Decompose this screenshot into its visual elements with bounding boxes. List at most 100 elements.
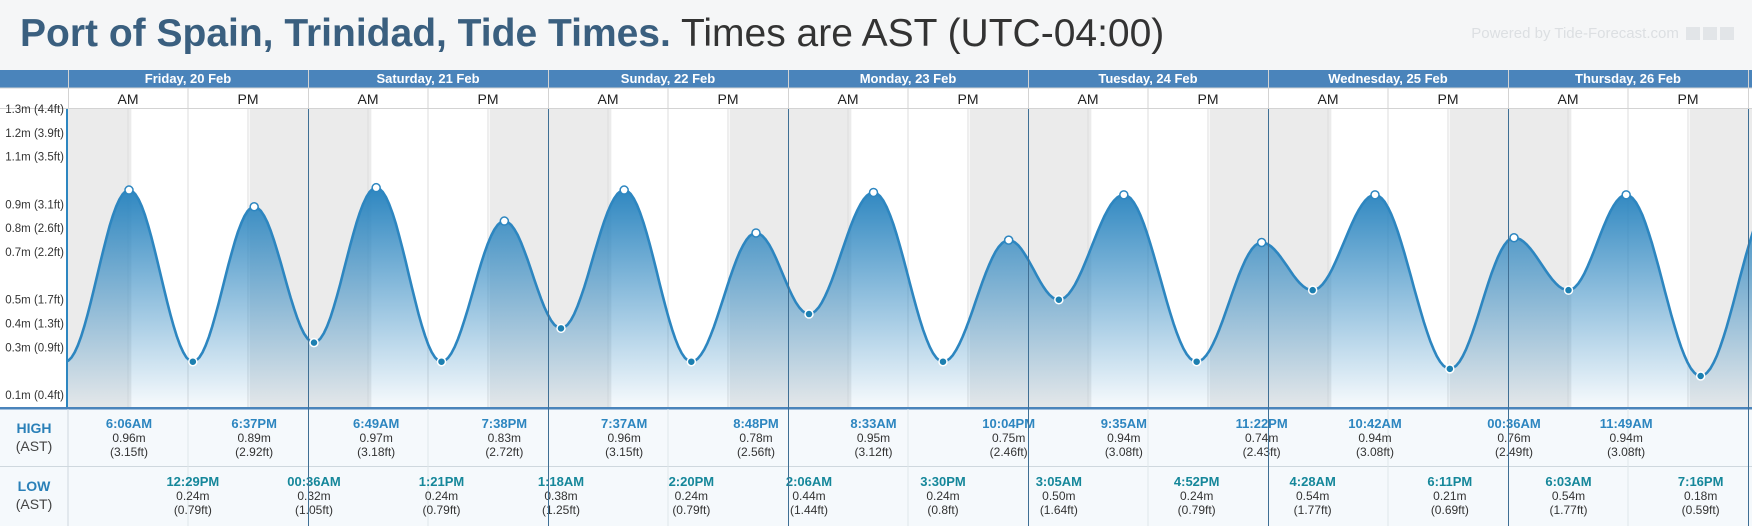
axis-labels: 0.1m (0.4ft) 0.3m (0.9ft) 0.4m (1.3ft) 0.5m…: [0, 70, 1752, 526]
tide-height-ft: (2.43ft): [1243, 445, 1281, 459]
y-tick-label: 0.7m (2.2ft): [5, 247, 64, 259]
tide-height-m: 0.54m: [1296, 489, 1329, 503]
tide-height-m: 0.74m: [1245, 431, 1278, 445]
high-tide-point: [1003, 235, 1014, 245]
tide-height-ft: (0.79ft): [422, 503, 460, 517]
low-tide-point: [1054, 294, 1064, 305]
table-top-border: [0, 407, 1752, 410]
y-tick-label: 0.8m (2.6ft): [5, 223, 64, 235]
high-tide-time: 8:33AM: [850, 416, 896, 431]
high-tide-point: [249, 201, 259, 212]
tide-height-m: 0.75m: [992, 431, 1025, 445]
tide-height-m: 0.95m: [857, 431, 890, 445]
low-tide-point: [1563, 285, 1574, 295]
tide-height-ft: (2.72ft): [485, 445, 523, 459]
low-tide-point: [436, 356, 447, 367]
tide-height-ft: (3.08ft): [1105, 445, 1143, 459]
low-tide-time: 1:18AM: [538, 474, 584, 489]
pm-label: PM: [718, 91, 739, 107]
pm-label: PM: [1678, 91, 1699, 107]
high-tide-point: [1256, 237, 1267, 248]
am-label: AM: [598, 91, 619, 107]
tide-height-ft: (3.08ft): [1356, 445, 1394, 459]
high-tide-time: 6:37PM: [231, 416, 277, 431]
timezone-note: Times are AST (UTC-04:00): [680, 12, 1165, 55]
low-tide-point: [1445, 364, 1455, 374]
high-tide-point: [751, 228, 761, 238]
tide-height-ft: (3.12ft): [854, 445, 892, 459]
powered-by-link[interactable]: Powered by Tide-Forecast.com: [1471, 25, 1734, 42]
low-tide-time: 2:20PM: [669, 474, 715, 489]
high-tide-point: [371, 182, 381, 193]
day-header-label: Saturday, 21 Feb: [376, 71, 479, 86]
tide-height-m: 0.24m: [425, 489, 458, 503]
low-tide-time: 12:29PM: [166, 474, 219, 489]
low-tide-time: 3:30PM: [920, 474, 966, 489]
low-tide-time: 3:05AM: [1036, 474, 1082, 489]
y-tick-label: 0.3m (0.9ft): [5, 342, 64, 354]
tide-height-m: 0.50m: [1042, 489, 1075, 503]
plot-area: [68, 109, 1752, 407]
tide-height-ft: (3.15ft): [605, 445, 643, 459]
am-label: AM: [118, 91, 139, 107]
low-tide-time: 2:06AM: [786, 474, 832, 489]
low-tide-time: 4:52PM: [1174, 474, 1220, 489]
tide-height-m: 0.24m: [926, 489, 959, 503]
day-header-label: Friday, 20 Feb: [145, 71, 232, 86]
high-tide-time: 11:49AM: [1600, 416, 1653, 431]
y-tick-label: 0.4m (1.3ft): [5, 319, 64, 331]
tide-height-ft: (0.69ft): [1431, 503, 1469, 517]
tide-height-ft: (1.25ft): [542, 503, 580, 517]
low-tide-point: [556, 323, 566, 334]
low-tide-point: [804, 309, 814, 319]
low-tide-point: [1695, 371, 1706, 381]
low-tide-time: 7:16PM: [1678, 474, 1724, 489]
tide-height-ft: (2.56ft): [737, 445, 775, 459]
high-tide-time: 10:42AM: [1348, 416, 1401, 431]
low-tide-point: [309, 337, 319, 348]
low-tide-point: [1191, 356, 1202, 367]
tide-height-m: 0.76m: [1497, 431, 1530, 445]
pm-label: PM: [238, 91, 259, 107]
ampm-row: [0, 88, 1752, 109]
high-row-label: HIGH: [17, 420, 52, 436]
day-header-row: [0, 70, 1752, 88]
logo-icon: [1720, 27, 1734, 40]
high-tide-point: [124, 185, 134, 195]
tide-height-m: 0.24m: [1180, 489, 1213, 503]
y-tick-label: 1.3m (4.4ft): [5, 104, 64, 116]
tide-height-ft: (1.64ft): [1040, 503, 1078, 517]
tide-height-m: 0.96m: [607, 431, 640, 445]
high-tide-time: 7:38PM: [482, 416, 528, 431]
pm-label: PM: [478, 91, 499, 107]
tide-height-m: 0.24m: [176, 489, 209, 503]
tide-height-m: 0.94m: [1609, 431, 1642, 445]
tide-height-m: 0.89m: [237, 431, 270, 445]
tide-height-m: 0.21m: [1433, 489, 1466, 503]
tide-height-ft: (1.05ft): [295, 503, 333, 517]
tide-height-m: 0.94m: [1107, 431, 1140, 445]
tide-height-m: 0.24m: [675, 489, 708, 503]
high-tide-point: [1370, 190, 1380, 200]
y-tick-label: 0.5m (1.7ft): [5, 295, 64, 307]
tide-height-ft: (1.77ft): [1294, 503, 1332, 517]
tide-height-m: 0.78m: [739, 431, 772, 445]
y-tick-label: 1.1m (3.5ft): [5, 152, 64, 164]
tide-height-m: 0.54m: [1552, 489, 1585, 503]
high-tide-point: [499, 216, 510, 226]
tide-height-ft: (1.77ft): [1549, 503, 1587, 517]
page-title: Port of Spain, Trinidad, Tide Times. Tim…: [20, 10, 1164, 58]
page-header: Port of Spain, Trinidad, Tide Times. Tim…: [0, 0, 1752, 70]
low-tide-time: 1:21PM: [419, 474, 465, 489]
tide-height-ft: (0.79ft): [1178, 503, 1216, 517]
low-tide-point: [1307, 285, 1318, 295]
am-label: AM: [838, 91, 859, 107]
y-tick-label: 0.1m (0.4ft): [5, 390, 64, 402]
low-tide-time: 00:36AM: [287, 474, 340, 489]
day-header-label: Wednesday, 25 Feb: [1328, 71, 1448, 86]
low-row-tz: (AST): [16, 496, 53, 512]
low-tide-point: [686, 356, 697, 367]
y-axis-panel: [0, 109, 68, 407]
high-tide-time: 8:48PM: [733, 416, 779, 431]
